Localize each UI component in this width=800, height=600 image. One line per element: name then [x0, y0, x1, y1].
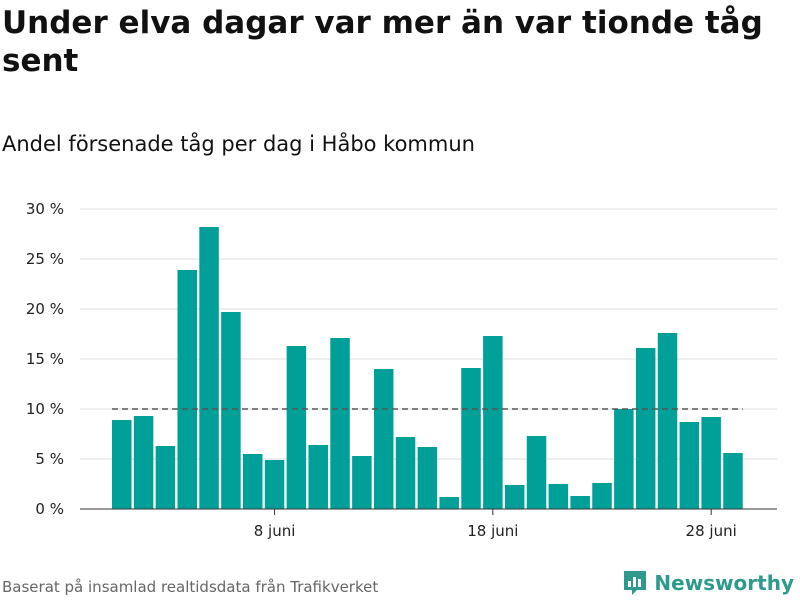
bar [657, 333, 678, 509]
bar [352, 456, 372, 509]
x-tick-label: 18 juni [467, 522, 518, 540]
bar [308, 445, 328, 509]
y-tick-label: 25 % [26, 250, 64, 268]
y-tick-label: 10 % [26, 400, 64, 418]
bar [439, 497, 459, 509]
bar [635, 348, 656, 509]
bar [592, 483, 612, 509]
bar [286, 346, 307, 509]
brand-name: Newsworthy [654, 571, 794, 595]
bar [373, 369, 394, 509]
bar [483, 336, 503, 509]
bar [199, 227, 219, 509]
bar [614, 409, 634, 509]
bar [112, 420, 132, 509]
bar [548, 484, 569, 509]
x-tick-label: 8 juni [254, 522, 296, 540]
brand-logo: Newsworthy [622, 569, 794, 597]
bar [701, 417, 721, 509]
y-tick-label: 5 % [35, 450, 64, 468]
y-tick-label: 20 % [26, 300, 64, 318]
bar-chart: 0 % 5 % 10 % 15 % 20 % 25 % 30 % 8 juni 18 juni 2… [26, 200, 777, 540]
bar [461, 368, 481, 509]
bar [395, 437, 416, 509]
bar [221, 312, 241, 509]
newsworthy-logo-icon [624, 571, 647, 595]
y-tick-label: 30 % [26, 200, 64, 218]
bar [177, 270, 197, 509]
bar [526, 436, 547, 509]
bar [570, 496, 590, 509]
bar [723, 453, 743, 509]
chart-title: Under elva dagar var mer än var tionde t… [2, 5, 763, 79]
bar [242, 454, 263, 509]
x-tick-label: 28 juni [686, 522, 737, 540]
bar [264, 460, 285, 509]
chart-subtitle: Andel försenade tåg per dag i Håbo kommu… [2, 132, 475, 156]
y-tick-label: 0 % [35, 500, 64, 518]
source-note: Baserat på insamlad realtidsdata från Tr… [2, 578, 379, 596]
bar [155, 446, 176, 509]
bar [679, 422, 700, 509]
bar [133, 416, 154, 509]
bar [330, 338, 350, 509]
bar [417, 447, 438, 509]
y-tick-label: 15 % [26, 350, 64, 368]
bar [504, 485, 525, 509]
